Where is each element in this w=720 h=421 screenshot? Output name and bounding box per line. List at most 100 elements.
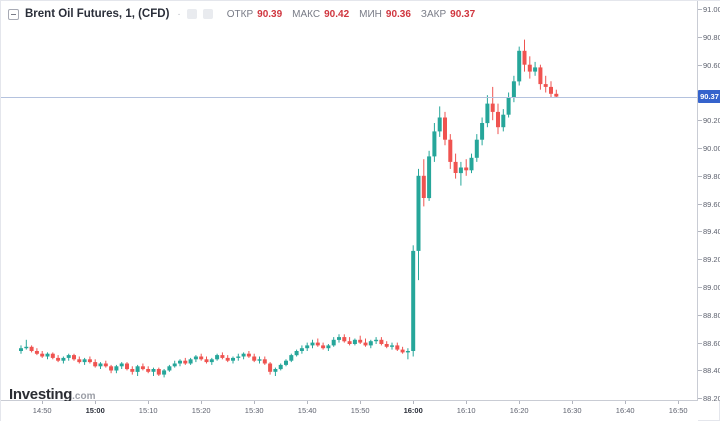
- candle[interactable]: [268, 362, 273, 375]
- candle[interactable]: [485, 95, 490, 128]
- candle[interactable]: [135, 364, 140, 376]
- candle[interactable]: [209, 357, 214, 365]
- candle[interactable]: [204, 356, 209, 364]
- candle[interactable]: [474, 134, 479, 162]
- candle[interactable]: [40, 351, 45, 358]
- candle[interactable]: [34, 348, 39, 356]
- candle[interactable]: [363, 338, 368, 347]
- candle[interactable]: [379, 337, 384, 346]
- candle[interactable]: [45, 352, 50, 360]
- candle[interactable]: [241, 352, 246, 360]
- candle[interactable]: [358, 335, 363, 344]
- candle[interactable]: [549, 81, 553, 98]
- candle[interactable]: [411, 245, 416, 357]
- candle[interactable]: [480, 117, 485, 146]
- candle[interactable]: [140, 363, 145, 371]
- candle[interactable]: [496, 103, 500, 135]
- candle[interactable]: [19, 345, 23, 354]
- candle[interactable]: [220, 352, 225, 360]
- candle[interactable]: [511, 75, 516, 103]
- candle[interactable]: [527, 56, 532, 79]
- candle[interactable]: [416, 168, 421, 281]
- candle[interactable]: [448, 134, 453, 169]
- candle[interactable]: [225, 355, 230, 363]
- time-axis[interactable]: 14:50 15:00 15:10 15:20 15:30 15:40 15:50 16:00…: [1, 401, 698, 421]
- candle[interactable]: [172, 360, 177, 368]
- candle[interactable]: [390, 342, 394, 350]
- candle[interactable]: [533, 61, 538, 76]
- candle[interactable]: [374, 337, 379, 344]
- candle[interactable]: [93, 359, 98, 368]
- candle[interactable]: [432, 123, 437, 162]
- candlestick-series[interactable]: [1, 1, 697, 401]
- candle[interactable]: [119, 362, 124, 369]
- candle[interactable]: [405, 348, 410, 360]
- candle[interactable]: [347, 337, 352, 346]
- candle[interactable]: [331, 337, 336, 347]
- candle[interactable]: [257, 356, 262, 364]
- candle[interactable]: [538, 64, 543, 90]
- candle[interactable]: [236, 353, 241, 361]
- candle[interactable]: [326, 344, 331, 351]
- candle[interactable]: [156, 367, 161, 376]
- candle[interactable]: [421, 159, 426, 207]
- candle[interactable]: [315, 338, 320, 347]
- candle[interactable]: [395, 342, 400, 351]
- candle[interactable]: [294, 349, 299, 357]
- candle[interactable]: [130, 366, 135, 375]
- candle[interactable]: [24, 339, 29, 350]
- candle[interactable]: [56, 355, 61, 363]
- candle[interactable]: [543, 75, 548, 93]
- candle[interactable]: [310, 339, 315, 349]
- candle[interactable]: [458, 161, 463, 186]
- candle[interactable]: [273, 367, 278, 376]
- candle[interactable]: [501, 109, 506, 132]
- candle[interactable]: [231, 356, 235, 364]
- candle[interactable]: [299, 345, 304, 354]
- candle[interactable]: [469, 153, 474, 174]
- candle[interactable]: [427, 150, 432, 201]
- candle[interactable]: [183, 357, 188, 365]
- candle[interactable]: [289, 353, 294, 363]
- legend-visibility-icon[interactable]: [186, 9, 197, 19]
- candle[interactable]: [305, 342, 310, 351]
- price-axis[interactable]: 90.37 91.0090.8090.6090.4090.2090.0089.8…: [698, 1, 720, 403]
- candle[interactable]: [453, 153, 458, 179]
- candle[interactable]: [114, 364, 119, 374]
- candle[interactable]: [278, 363, 283, 371]
- candle[interactable]: [517, 46, 522, 86]
- candle[interactable]: [215, 353, 220, 361]
- candle[interactable]: [246, 351, 251, 358]
- legend-settings-icon[interactable]: [202, 9, 213, 19]
- candle[interactable]: [82, 357, 87, 365]
- candle[interactable]: [109, 364, 114, 374]
- candle[interactable]: [368, 339, 373, 349]
- candle[interactable]: [77, 356, 82, 364]
- candle[interactable]: [162, 369, 167, 378]
- candle[interactable]: [321, 342, 326, 350]
- candle[interactable]: [262, 356, 267, 365]
- candle[interactable]: [490, 86, 495, 121]
- candle[interactable]: [337, 334, 341, 343]
- candle[interactable]: [151, 367, 156, 376]
- candle[interactable]: [464, 159, 469, 176]
- collapse-legend-icon[interactable]: [8, 8, 19, 20]
- candle[interactable]: [167, 364, 172, 372]
- candle[interactable]: [29, 345, 34, 353]
- candle[interactable]: [199, 353, 204, 361]
- candle[interactable]: [437, 106, 442, 137]
- candle[interactable]: [103, 360, 108, 368]
- candle[interactable]: [72, 353, 76, 361]
- candle[interactable]: [188, 357, 193, 365]
- candle[interactable]: [342, 334, 347, 343]
- candle[interactable]: [61, 356, 66, 364]
- candle[interactable]: [400, 346, 405, 354]
- candle[interactable]: [352, 338, 357, 346]
- candle[interactable]: [146, 366, 151, 374]
- candle[interactable]: [284, 359, 288, 367]
- candle[interactable]: [50, 352, 55, 360]
- candle[interactable]: [87, 356, 92, 364]
- candle[interactable]: [66, 353, 71, 361]
- candle[interactable]: [98, 362, 103, 369]
- candle[interactable]: [443, 111, 447, 146]
